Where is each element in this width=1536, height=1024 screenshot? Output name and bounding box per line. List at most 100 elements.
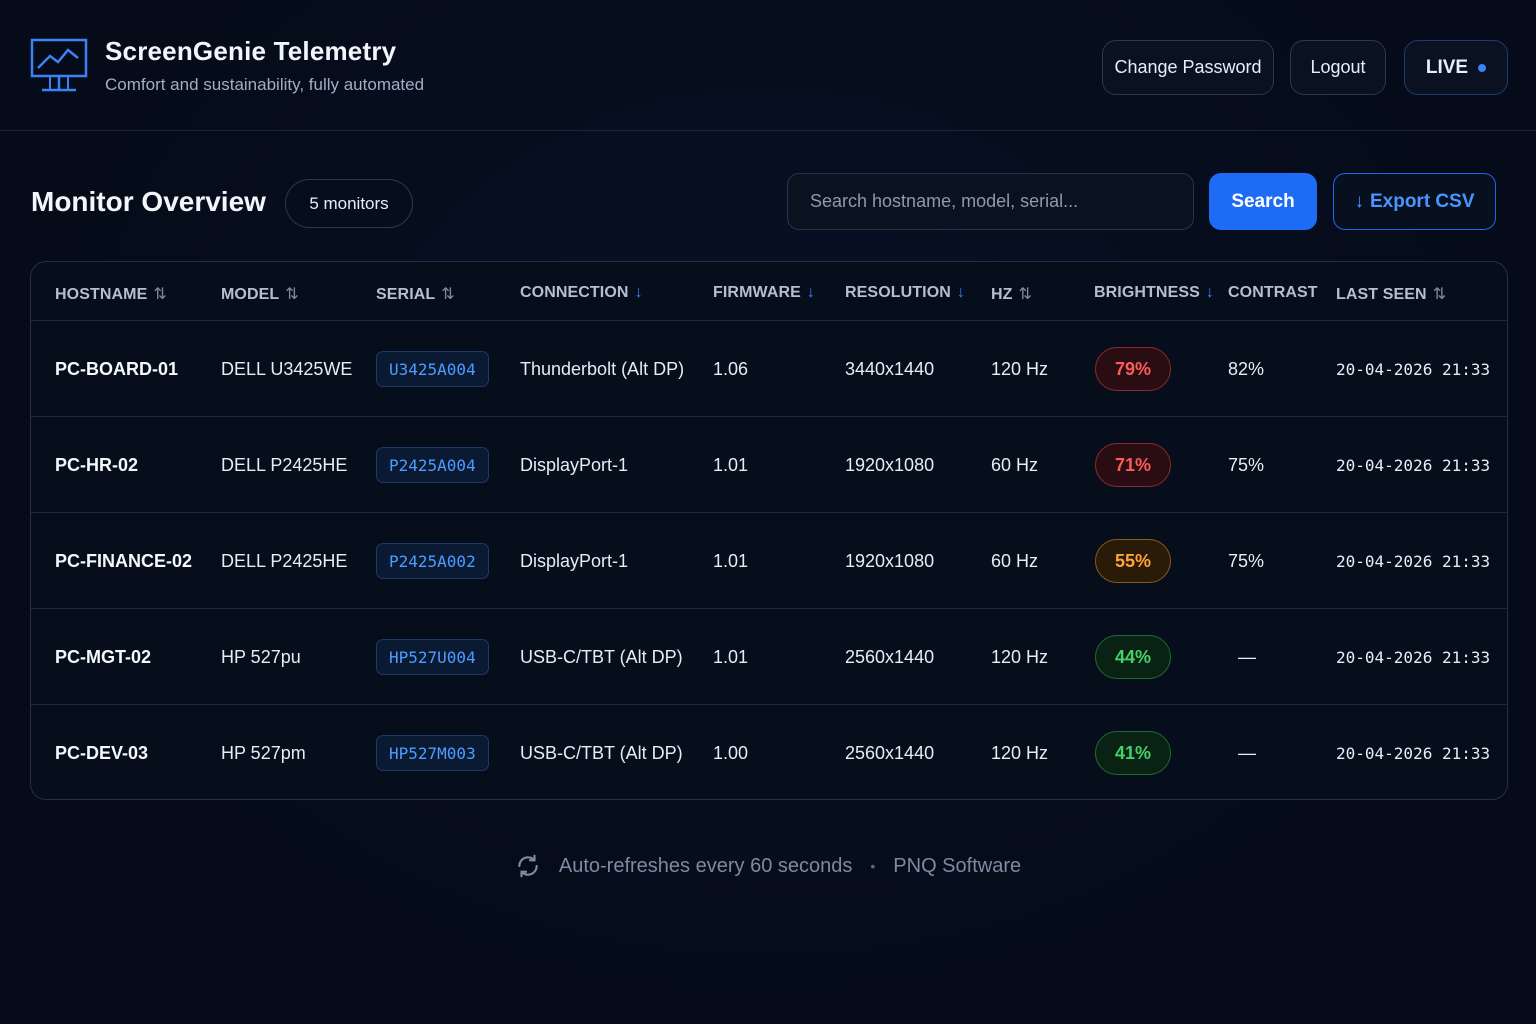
column-header-connection[interactable]: CONNECTION ↓ bbox=[520, 284, 643, 302]
brightness-badge: 55% bbox=[1095, 539, 1171, 583]
cell-connection: USB-C/TBT (Alt DP) bbox=[520, 646, 683, 667]
column-header-firmware[interactable]: FIRMWARE ↓ bbox=[713, 284, 815, 302]
cell-contrast: 75% bbox=[1228, 550, 1265, 571]
cell-firmware: 1.00 bbox=[713, 742, 749, 763]
cell-hostname: PC-MGT-02 bbox=[55, 646, 152, 667]
table-row[interactable]: PC-HR-02 DELL P2425HE P2425A004 DisplayPort… bbox=[31, 417, 1507, 513]
cell-serial: HP527M003 bbox=[376, 705, 489, 799]
cell-resolution: 2560x1440 bbox=[845, 742, 935, 763]
cell-brightness: 44% bbox=[1095, 609, 1171, 705]
cell-hz: 120 Hz bbox=[991, 358, 1049, 379]
cell-firmware: 1.01 bbox=[713, 646, 749, 667]
export-csv-button[interactable]: ↓ Export CSV bbox=[1333, 173, 1496, 230]
cell-last-seen: 20-04-2026 21:33 bbox=[1336, 743, 1491, 763]
cell-contrast: 82% bbox=[1228, 358, 1265, 379]
page-title: Monitor Overview bbox=[31, 186, 266, 217]
cell-last-seen: 20-04-2026 21:33 bbox=[1336, 359, 1491, 379]
cell-last-seen: 20-04-2026 21:33 bbox=[1336, 647, 1491, 667]
monitor-table: HOSTNAME ⇅ MODEL ⇅ SERIAL ⇅ CONNECTION ↓ FIRMWAR… bbox=[30, 261, 1508, 800]
sort-both-icon[interactable]: ⇅ bbox=[1018, 286, 1033, 303]
sort-both-icon[interactable]: ⇅ bbox=[441, 286, 455, 303]
column-header-contrast[interactable]: CONTRAST bbox=[1228, 284, 1318, 302]
refresh-icon bbox=[518, 854, 538, 878]
table-row[interactable]: PC-DEV-03 HP 527pm HP527M003 USB-C/TBT (Alt… bbox=[31, 705, 1507, 799]
column-header-label: CONTRAST bbox=[1228, 284, 1318, 301]
serial-badge: HP527U004 bbox=[376, 639, 489, 675]
cell-contrast: — bbox=[1238, 646, 1256, 667]
footer-separator: • bbox=[870, 858, 876, 874]
column-header-label: FIRMWARE bbox=[713, 284, 801, 301]
app-subtitle: Comfort and sustainability, fully automa… bbox=[105, 75, 425, 94]
cell-serial: U3425A004 bbox=[376, 321, 489, 417]
table-row[interactable]: PC-BOARD-01 DELL U3425WE U3425A004 Thunderb… bbox=[31, 321, 1507, 417]
cell-hz: 120 Hz bbox=[991, 742, 1049, 763]
footer: Auto-refreshes every 60 seconds • PNQ So… bbox=[0, 848, 1536, 884]
change-password-button[interactable]: Change Password bbox=[1102, 40, 1274, 95]
cell-contrast: 75% bbox=[1228, 454, 1265, 475]
column-header-label: HZ bbox=[991, 286, 1013, 303]
table-row[interactable]: PC-FINANCE-02 DELL P2425HE P2425A002 Displa… bbox=[31, 513, 1507, 609]
column-header-hz[interactable]: HZ ⇅ bbox=[991, 284, 1032, 304]
app-title: ScreenGenie Telemetry bbox=[105, 36, 397, 66]
column-header-hostname[interactable]: HOSTNAME ⇅ bbox=[55, 284, 167, 304]
cell-model: DELL P2425HE bbox=[221, 454, 348, 475]
app-header: ScreenGenie Telemetry Comfort and sustai… bbox=[0, 0, 1536, 131]
cell-connection: Thunderbolt (Alt DP) bbox=[520, 358, 685, 379]
live-label: LIVE bbox=[1425, 56, 1469, 78]
column-header-label: MODEL bbox=[221, 286, 280, 303]
serial-badge: HP527M003 bbox=[376, 735, 489, 771]
search-button[interactable]: Search bbox=[1209, 173, 1317, 230]
cell-serial: P2425A002 bbox=[376, 513, 489, 609]
cell-resolution: 3440x1440 bbox=[845, 358, 935, 379]
cell-hostname: PC-HR-02 bbox=[55, 454, 139, 475]
column-header-label: RESOLUTION bbox=[845, 284, 951, 301]
sort-both-icon[interactable]: ⇅ bbox=[285, 286, 299, 303]
live-button[interactable]: LIVE bbox=[1404, 40, 1508, 95]
serial-badge: P2425A004 bbox=[376, 447, 489, 483]
cell-model: DELL P2425HE bbox=[221, 550, 348, 571]
cell-model: DELL U3425WE bbox=[221, 358, 353, 379]
cell-model: HP 527pu bbox=[221, 646, 301, 667]
refresh-text: Auto-refreshes every 60 seconds bbox=[558, 854, 853, 877]
company-name: PNQ Software bbox=[893, 854, 1022, 877]
serial-badge: P2425A002 bbox=[376, 543, 489, 579]
cell-contrast: — bbox=[1238, 742, 1256, 763]
column-header-resolution[interactable]: RESOLUTION ↓ bbox=[845, 284, 965, 302]
cell-connection: DisplayPort-1 bbox=[520, 454, 629, 475]
sort-both-icon[interactable]: ⇅ bbox=[1432, 286, 1447, 303]
live-dot-icon bbox=[1478, 63, 1487, 72]
cell-hostname: PC-DEV-03 bbox=[55, 742, 149, 763]
cell-resolution: 2560x1440 bbox=[845, 646, 935, 667]
sort-desc-icon[interactable]: ↓ bbox=[1205, 284, 1215, 301]
brightness-badge: 44% bbox=[1095, 635, 1171, 679]
sort-desc-icon[interactable]: ↓ bbox=[806, 284, 816, 301]
logout-button[interactable]: Logout bbox=[1290, 40, 1386, 95]
sort-desc-icon[interactable]: ↓ bbox=[956, 284, 965, 301]
cell-brightness: 71% bbox=[1095, 417, 1171, 513]
brightness-badge: 71% bbox=[1095, 443, 1171, 487]
column-header-last-seen[interactable]: LAST SEEN ⇅ bbox=[1336, 284, 1446, 304]
column-header-brightness[interactable]: BRIGHTNESS ↓ bbox=[1094, 284, 1214, 302]
cell-hz: 60 Hz bbox=[991, 454, 1039, 475]
cell-hostname: PC-FINANCE-02 bbox=[55, 550, 193, 571]
cell-firmware: 1.01 bbox=[713, 454, 749, 475]
cell-last-seen: 20-04-2026 21:33 bbox=[1336, 551, 1491, 571]
search-input[interactable] bbox=[787, 173, 1194, 230]
column-header-label: SERIAL bbox=[376, 286, 436, 303]
table-header: HOSTNAME ⇅ MODEL ⇅ SERIAL ⇅ CONNECTION ↓ FIRMWAR… bbox=[31, 262, 1507, 321]
serial-badge: U3425A004 bbox=[376, 351, 489, 387]
sort-both-icon[interactable]: ⇅ bbox=[153, 286, 167, 303]
cell-serial: P2425A004 bbox=[376, 417, 489, 513]
column-header-serial[interactable]: SERIAL ⇅ bbox=[376, 284, 455, 304]
brightness-badge: 79% bbox=[1095, 347, 1171, 391]
column-header-model[interactable]: MODEL ⇅ bbox=[221, 284, 299, 304]
cell-resolution: 1920x1080 bbox=[845, 454, 935, 475]
cell-serial: HP527U004 bbox=[376, 609, 489, 705]
column-header-label: CONNECTION bbox=[520, 284, 629, 301]
cell-firmware: 1.06 bbox=[713, 358, 749, 379]
cell-connection: DisplayPort-1 bbox=[520, 550, 629, 571]
table-row[interactable]: PC-MGT-02 HP 527pu HP527U004 USB-C/TBT (Alt… bbox=[31, 609, 1507, 705]
cell-hostname: PC-BOARD-01 bbox=[55, 358, 179, 379]
sort-desc-icon[interactable]: ↓ bbox=[634, 284, 643, 301]
cell-brightness: 79% bbox=[1095, 321, 1171, 417]
